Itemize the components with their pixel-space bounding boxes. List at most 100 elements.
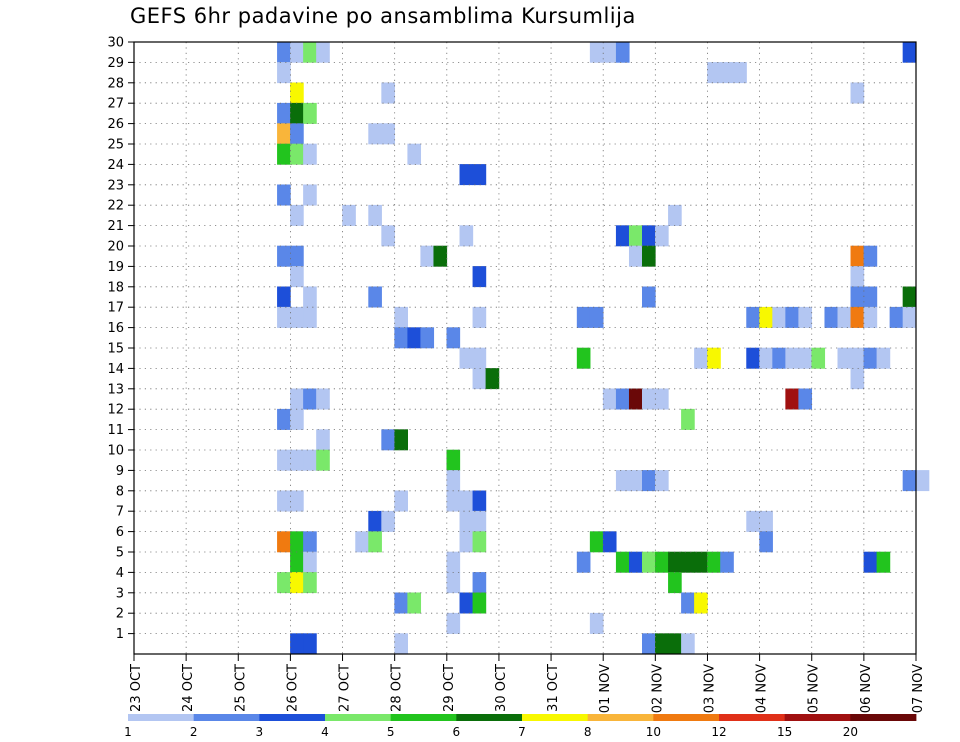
heatmap-cell <box>655 388 669 410</box>
heatmap-cell <box>798 306 813 328</box>
heatmap-cell <box>316 429 330 451</box>
chart-title: GEFS 6hr padavine po ansamblima Kursumli… <box>130 4 636 28</box>
heatmap-cell <box>707 347 721 369</box>
heatmap-cell <box>446 490 461 512</box>
heatmap-cell <box>407 592 422 614</box>
heatmap-cell <box>707 551 721 573</box>
heatmap-cell <box>863 245 878 267</box>
heatmap-cell <box>902 306 917 328</box>
heatmap-cell <box>290 408 304 430</box>
heatmap-cell <box>628 470 643 492</box>
y-tick-label: 8 <box>116 484 124 499</box>
heatmap-cell <box>628 225 643 247</box>
heatmap-cell <box>472 490 487 512</box>
heatmap-cell <box>381 225 395 247</box>
colorbar-segment <box>128 714 195 721</box>
heatmap-cell <box>850 82 865 104</box>
heatmap-cell <box>459 592 474 614</box>
heatmap-cell <box>290 531 304 553</box>
heatmap-cell <box>824 306 839 328</box>
colorbar-segment <box>325 714 392 721</box>
heatmap-cell <box>316 388 330 410</box>
heatmap-cell <box>277 572 291 594</box>
heatmap-cell <box>277 490 291 512</box>
heatmap-cell <box>837 347 852 369</box>
heatmap-cell <box>290 490 304 512</box>
heatmap-cell <box>290 143 304 165</box>
y-tick-label: 9 <box>116 464 124 479</box>
heatmap-cell <box>902 286 917 308</box>
heatmap-cell <box>694 592 708 614</box>
colorbar-label: 2 <box>190 725 198 739</box>
heatmap-cell <box>642 286 656 308</box>
heatmap-cell <box>759 531 773 553</box>
x-tick-label: 04 NOV <box>755 664 770 713</box>
y-tick-label: 6 <box>116 525 124 540</box>
colorbar-segment <box>390 714 457 721</box>
colorbar-segment <box>259 714 326 721</box>
heatmap-cell <box>277 143 291 165</box>
heatmap-cell <box>394 306 408 328</box>
y-tick-label: 14 <box>107 362 124 377</box>
heatmap-cell <box>303 41 317 63</box>
y-tick-label: 24 <box>107 158 124 173</box>
heatmap-cell <box>902 41 917 63</box>
heatmap-cell <box>850 245 865 267</box>
heatmap-cell <box>642 633 656 655</box>
heatmap-cell <box>446 470 461 492</box>
heatmap-cell <box>655 633 669 655</box>
heatmap-cell <box>277 245 291 267</box>
heatmap-cell <box>368 531 382 553</box>
x-tick-label: 01 NOV <box>598 664 613 713</box>
heatmap-cell <box>576 347 591 369</box>
heatmap-cell <box>290 41 304 63</box>
heatmap-cell <box>668 633 682 655</box>
heatmap-cell <box>668 204 682 226</box>
heatmap-cell <box>642 551 656 573</box>
heatmap-cell <box>303 633 317 655</box>
heatmap-cell <box>863 306 878 328</box>
colorbar-segment <box>850 714 917 721</box>
y-tick-label: 3 <box>116 586 124 601</box>
y-tick-label: 20 <box>107 240 124 255</box>
heatmap-cell <box>668 572 682 594</box>
heatmap-cell <box>290 123 304 145</box>
heatmap-cell <box>863 551 878 573</box>
x-tick-label: 23 OCT <box>129 664 144 712</box>
heatmap-cell <box>303 388 317 410</box>
heatmap-cell <box>303 306 317 328</box>
heatmap-cell <box>915 470 930 492</box>
y-tick-label: 28 <box>107 76 124 91</box>
heatmap-cell <box>850 266 865 288</box>
heatmap-cell <box>589 531 604 553</box>
x-tick-label: 02 NOV <box>650 664 665 713</box>
heatmap-cell <box>381 510 395 532</box>
heatmap-cell <box>733 62 747 84</box>
x-tick-label: 25 OCT <box>233 664 248 712</box>
heatmap-cell <box>642 225 656 247</box>
heatmap-cell <box>446 572 461 594</box>
colorbar-label: 4 <box>321 725 329 739</box>
colorbar-segment <box>587 714 654 721</box>
heatmap-cell <box>472 347 487 369</box>
heatmap-cell <box>798 347 813 369</box>
y-tick-label: 2 <box>116 607 124 622</box>
heatmap-cell <box>589 612 604 634</box>
heatmap-cell <box>290 245 304 267</box>
heatmap-cell <box>303 449 317 471</box>
heatmap-cell <box>785 347 799 369</box>
heatmap-cell <box>355 531 369 553</box>
y-tick-label: 22 <box>107 199 124 214</box>
x-tick-label: 29 OCT <box>442 664 457 712</box>
heatmap-cell <box>303 102 317 124</box>
heatmap-cell <box>746 510 760 532</box>
heatmap-cell <box>681 592 695 614</box>
heatmap-cell <box>303 143 317 165</box>
colorbar-label: 3 <box>256 725 264 739</box>
heatmap-cell <box>290 551 304 573</box>
heatmap-cell <box>472 510 487 532</box>
heatmap-cell <box>681 408 695 430</box>
heatmap-cell <box>472 531 487 553</box>
heatmap-cell <box>446 612 461 634</box>
heatmap-cell <box>615 551 630 573</box>
